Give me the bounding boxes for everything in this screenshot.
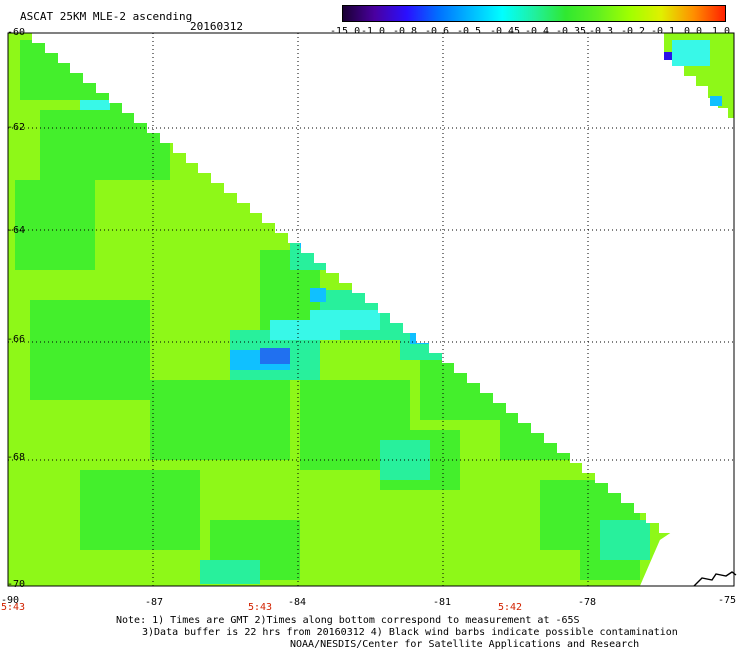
colorbar-labels: -15.0 -1.0 -0.8 -0.6 -0.5 -0.45 -0.4 -0.… — [330, 26, 736, 38]
lon-label: -81 — [433, 597, 452, 608]
no-data-wedge-mask — [640, 498, 734, 586]
lon-label: -78 — [578, 597, 597, 608]
colorbar-label: -0.4 — [524, 26, 550, 37]
field-cell — [260, 348, 290, 364]
time-label: 5:43 — [1, 602, 26, 613]
colorbar-label: -0.8 — [392, 26, 418, 37]
lat-label: -68 — [7, 452, 26, 463]
lat-label: -70 — [7, 579, 26, 590]
coastline — [693, 571, 737, 587]
lat-label: -64 — [7, 225, 26, 236]
colorbar-label: -0.1 — [650, 26, 676, 37]
ne-indigo — [664, 52, 672, 60]
note-line-2: 3)Data buffer is 22 hrs from 20160312 4)… — [142, 627, 678, 638]
field-cell — [310, 310, 380, 330]
note-line-3: NOAA/NESDIS/Center for Satellite Applica… — [290, 639, 640, 650]
lat-label: -60 — [7, 27, 26, 38]
colorbar-label: -15.0 — [330, 26, 361, 37]
field-cell — [310, 288, 326, 302]
swath-edge-mask — [8, 33, 734, 593]
colorbar-label: -0.3 — [588, 26, 614, 37]
field-cell — [15, 180, 95, 270]
field-cell — [30, 300, 150, 400]
lon-label: -87 — [145, 597, 164, 608]
colorbar-label: -1.0 — [360, 26, 386, 37]
colorbar-label: 0.0 — [683, 26, 703, 37]
colorbar-gradient — [343, 6, 725, 21]
field-cell — [80, 100, 110, 110]
field-cell — [80, 470, 200, 550]
graticule — [8, 33, 734, 586]
time-label: 5:42 — [498, 602, 523, 613]
field-cell — [150, 380, 290, 460]
lat-label: -66 — [7, 334, 26, 345]
colorbar — [342, 5, 726, 22]
colorbar-label: 1.0 — [711, 26, 731, 37]
lon-label: -84 — [288, 597, 307, 608]
field-cell — [600, 520, 650, 560]
lon-label: -75 — [718, 595, 737, 606]
ne-sky — [710, 96, 722, 106]
product-date: 20160312 — [190, 20, 243, 33]
colorbar-label: -0.35 — [555, 26, 587, 37]
field-blobs — [8, 33, 734, 593]
product-title: ASCAT 25KM MLE-2 ascending — [20, 10, 193, 23]
colorbar-label: -0.45 — [489, 26, 521, 37]
lon-label: -90 — [1, 595, 20, 606]
map-frame — [7, 32, 735, 587]
colorbar-label: -0.6 — [424, 26, 450, 37]
colorbar-label: -0.5 — [456, 26, 482, 37]
note-line-1: Note: 1) Times are GMT 2)Times along bot… — [116, 615, 580, 626]
time-label: 5:43 — [248, 602, 273, 613]
colorbar-label: -0.2 — [620, 26, 646, 37]
ne-cyan — [672, 40, 710, 66]
lat-label: -62 — [7, 122, 26, 133]
field-cell — [200, 560, 260, 584]
